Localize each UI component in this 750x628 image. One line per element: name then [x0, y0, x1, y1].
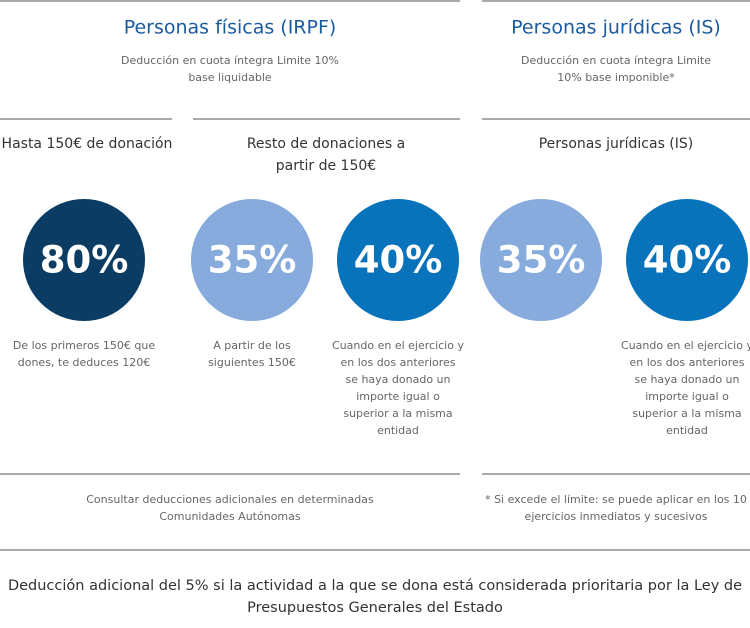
rate-description: importe igual o — [645, 390, 729, 403]
section-subtitle: base liquidable — [188, 71, 272, 84]
rate-circle — [23, 199, 145, 321]
section-title: Personas físicas (IRPF) — [124, 17, 337, 39]
rate-description: Cuando en el ejercicio y — [621, 339, 750, 352]
group-heading: Personas jurídicas (IS) — [539, 136, 694, 152]
rate-value: 35% — [497, 239, 586, 282]
section-subtitle: Deducción en cuota íntegra Limite — [521, 54, 711, 67]
rate-description: importe igual o — [356, 390, 440, 403]
rate-description: en los dos anteriores — [340, 356, 455, 369]
rate-description: siguientes 150€ — [208, 356, 296, 369]
rate-value: 80% — [40, 239, 129, 282]
rate-description: dones, te deduces 120€ — [18, 356, 151, 369]
section-title: Personas jurídicas (IS) — [511, 17, 721, 39]
section-subtitle: 10% base imponible* — [557, 71, 675, 84]
rate-description: Cuando en el ejercicio y — [332, 339, 464, 352]
section-note: * Si excede el límite: se puede aplicar … — [485, 493, 747, 506]
rate-value: 40% — [643, 239, 732, 282]
rate-description: superior a la misma — [632, 407, 741, 420]
group-heading: Resto de donaciones a — [247, 136, 405, 152]
rate-description: A partir de los — [213, 339, 291, 352]
footer-text: Deducción adicional del 5% si la activid… — [8, 578, 742, 594]
rate-description: entidad — [666, 424, 708, 437]
section-note: Comunidades Autónomas — [159, 510, 301, 523]
rate-circle — [626, 199, 748, 321]
rate-description: en los dos anteriores — [629, 356, 744, 369]
rate-circle — [480, 199, 602, 321]
rate-description: entidad — [377, 424, 419, 437]
section-note: ejercicios inmediatos y sucesivos — [525, 510, 708, 523]
rate-value: 35% — [208, 239, 297, 282]
rate-value: 40% — [354, 239, 443, 282]
rate-description: superior a la misma — [343, 407, 452, 420]
rate-description: se haya donado un — [634, 373, 739, 386]
rate-description: se haya donado un — [345, 373, 450, 386]
group-heading: Hasta 150€ de donación — [2, 136, 173, 152]
rate-circle — [337, 199, 459, 321]
rate-circle — [191, 199, 313, 321]
group-heading: partir de 150€ — [276, 158, 376, 174]
section-subtitle: Deducción en cuota íntegra Limite 10% — [121, 54, 339, 67]
rate-description: De los primeros 150€ que — [13, 339, 155, 352]
footer-text: Presupuestos Generales del Estado — [247, 600, 503, 616]
section-note: Consultar deducciones adicionales en det… — [86, 493, 374, 506]
